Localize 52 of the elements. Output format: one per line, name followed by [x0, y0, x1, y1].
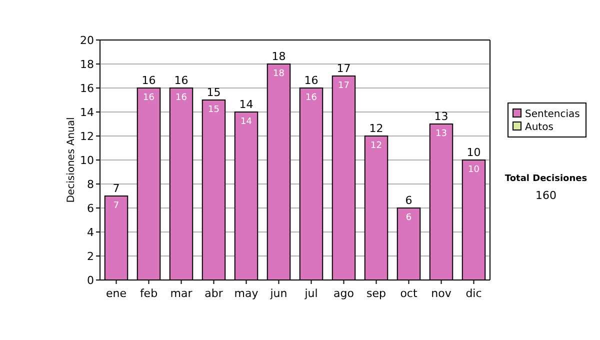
total-label: 15 [206, 86, 221, 99]
y-tick-label: 10 [80, 154, 94, 167]
data-label: 12 [370, 141, 382, 151]
x-tick-label: oct [400, 287, 418, 300]
y-tick-label: 20 [80, 34, 94, 47]
total-label: 13 [434, 110, 448, 123]
legend-label: Sentencias [525, 109, 580, 120]
y-tick-label: 8 [87, 178, 94, 191]
total-label: 18 [272, 50, 286, 63]
total-label: 7 [112, 182, 120, 195]
x-tick-label: ago [334, 287, 354, 300]
y-tick-label: 2 [87, 250, 94, 263]
total-label: 16 [174, 74, 188, 87]
total-label: 10 [466, 146, 481, 159]
total-label: 16 [142, 74, 156, 87]
x-tick-label: jul [304, 287, 318, 300]
x-tick-label: feb [140, 287, 158, 300]
data-label: 17 [338, 81, 350, 91]
y-tick-label: 0 [87, 274, 94, 287]
x-tick-label: mar [170, 287, 193, 300]
total-label: 14 [239, 98, 254, 111]
text: Total Decisiones [504, 174, 588, 184]
data-label: 18 [273, 69, 285, 79]
total-label: 17 [336, 62, 351, 75]
total-label: 16 [304, 74, 318, 87]
text: 160 [536, 189, 556, 202]
x-tick-label: nov [431, 287, 452, 300]
x-tick-label: dic [466, 287, 482, 300]
data-label: 16 [176, 93, 188, 103]
x-tick-label: jun [269, 287, 288, 300]
y-tick-label: 6 [87, 202, 94, 215]
data-label: 16 [306, 93, 318, 103]
data-label: 10 [468, 165, 480, 175]
x-tick-label: sep [366, 287, 386, 300]
data-label: 6 [406, 213, 412, 223]
y-tick-label: 18 [80, 58, 94, 71]
legend-label: Autos [525, 122, 554, 133]
y-tick-label: 12 [80, 130, 94, 143]
data-label: 14 [240, 117, 252, 127]
data-label: 7 [113, 201, 120, 211]
y-tick-label: 16 [80, 82, 94, 95]
data-label: 13 [436, 129, 447, 139]
x-tick-label: may [234, 287, 259, 300]
y-tick-label: 4 [87, 226, 94, 239]
data-label: 15 [208, 105, 220, 115]
x-tick-label: ene [106, 287, 127, 300]
x-tick-label: abr [204, 287, 224, 300]
y-axis-title: Decisiones Anual [66, 117, 77, 203]
total-label: 6 [405, 194, 412, 207]
data-label: 16 [143, 93, 155, 103]
y-tick-label: 14 [80, 106, 94, 119]
total-label: 12 [369, 122, 384, 135]
